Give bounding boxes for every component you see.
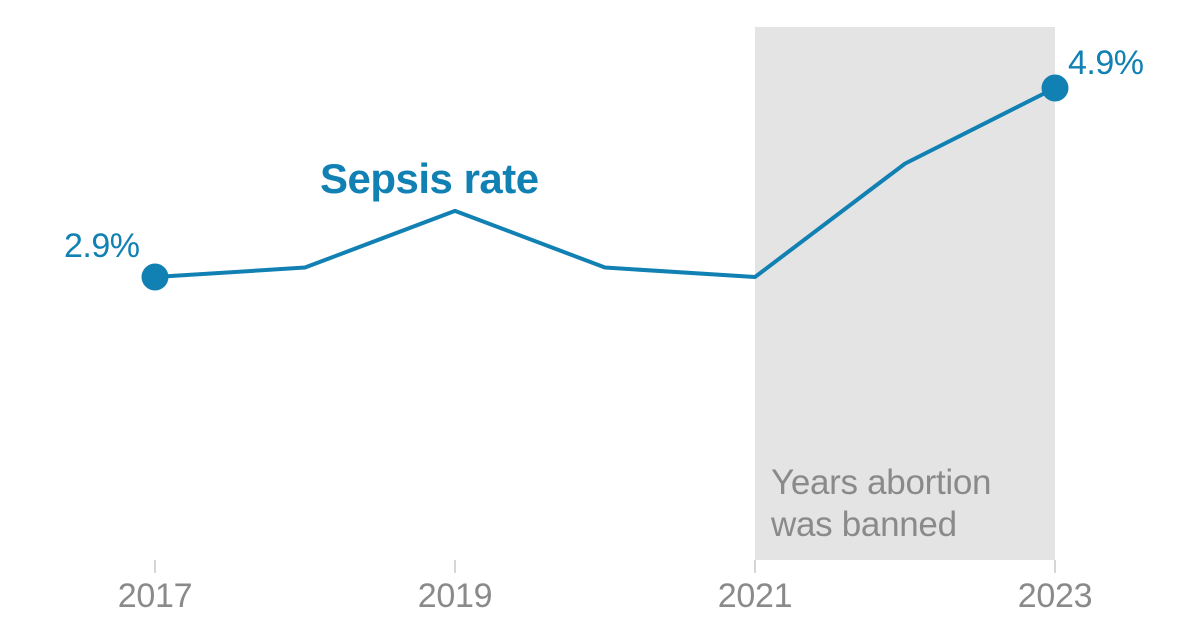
last-point-value-label: 4.9% [1068, 44, 1144, 82]
chart-title: Sepsis rate [320, 155, 539, 202]
x-axis-label-2017: 2017 [117, 577, 193, 615]
data-point-first [141, 263, 169, 291]
x-axis-label-2023: 2023 [1017, 577, 1093, 615]
banned-years-annotation-line2: was banned [771, 505, 957, 544]
data-point-last [1041, 74, 1069, 102]
first-point-value-label: 2.9% [64, 227, 140, 265]
banned-years-annotation-line1: Years abortion [771, 463, 992, 502]
banned-years-band [755, 27, 1055, 560]
x-axis-label-2019: 2019 [417, 577, 493, 615]
x-axis-ticks [154, 560, 1056, 573]
banned-years-annotation: Years abortion was banned [771, 462, 992, 546]
sepsis-line [154, 86, 1056, 279]
x-axis-label-2021: 2021 [717, 577, 793, 615]
